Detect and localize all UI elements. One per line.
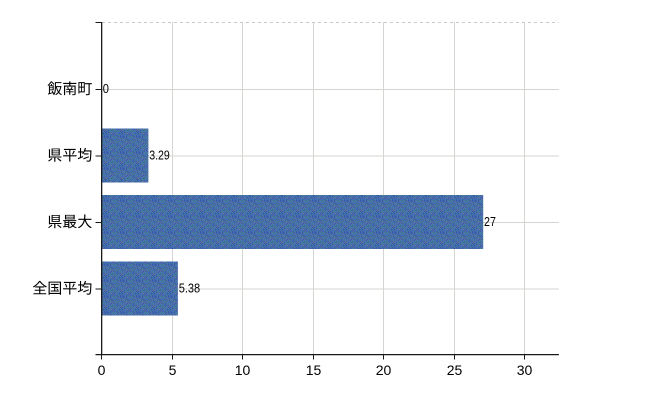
svg-text:0: 0 [98, 362, 106, 378]
svg-text:30: 30 [517, 362, 533, 378]
svg-text:20: 20 [376, 362, 392, 378]
svg-text:5: 5 [169, 362, 177, 378]
svg-text:3.29: 3.29 [149, 148, 170, 163]
svg-text:25: 25 [447, 362, 463, 378]
svg-text:15: 15 [306, 362, 322, 378]
svg-text:27: 27 [484, 214, 496, 229]
svg-text:5.38: 5.38 [179, 281, 201, 296]
svg-text:0: 0 [103, 81, 109, 96]
svg-text:10: 10 [235, 362, 251, 378]
